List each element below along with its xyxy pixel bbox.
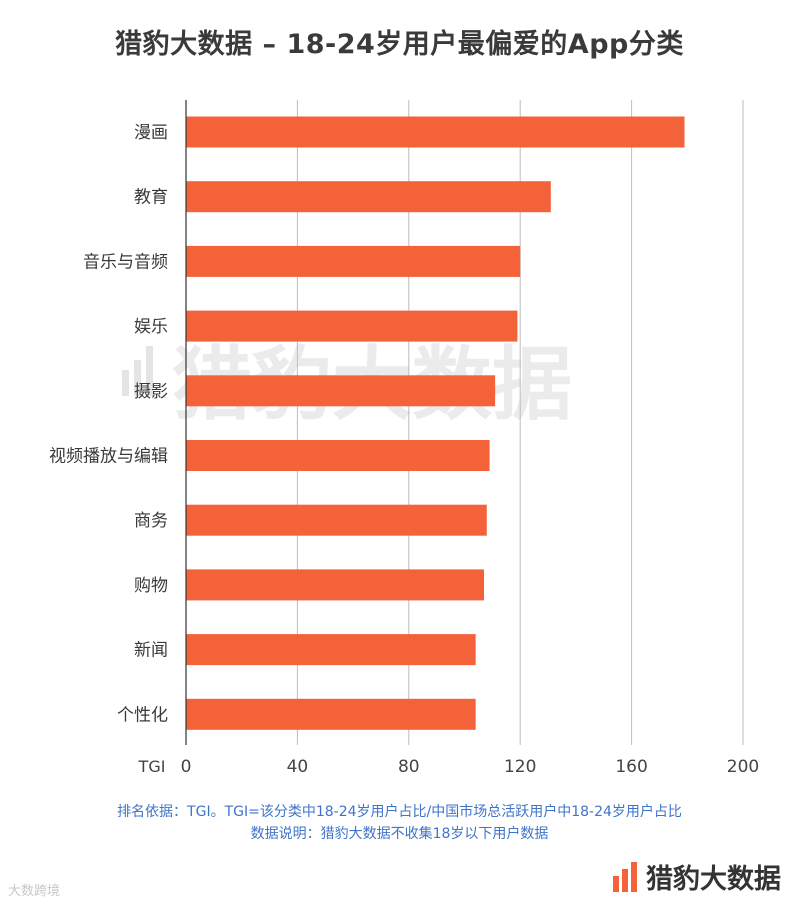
footnote-ranking-basis: 排名依据：TGI。TGI=该分类中18-24岁用户占比/中国市场总活跃用户中18… <box>117 804 682 820</box>
bar <box>186 698 476 730</box>
category-label: 商务 <box>134 511 168 531</box>
tick-labels: 0 40 80 120 160 200 <box>181 757 760 777</box>
category-label: 新闻 <box>134 641 168 661</box>
brand-logo: 猎豹大数据 <box>612 857 781 896</box>
bar <box>186 375 496 407</box>
tick-label: 160 <box>615 757 647 777</box>
tick-label: 80 <box>398 757 420 777</box>
bar <box>186 181 551 213</box>
category-label: 漫画 <box>134 123 168 143</box>
footnote-data-note: 数据说明：猎豹大数据不收集18岁以下用户数据 <box>250 826 549 842</box>
bar <box>186 569 484 601</box>
category-label: 娱乐 <box>134 317 168 337</box>
bar <box>186 440 490 471</box>
category-label: 个性化 <box>117 705 168 725</box>
bars <box>186 116 685 730</box>
chart-title: 猎豹大数据 – 18-24岁用户最偏爱的App分类 <box>115 29 684 60</box>
category-label: 音乐与音频 <box>83 252 168 272</box>
tick-label: 200 <box>727 757 759 777</box>
bar <box>186 504 487 536</box>
tick-label: 120 <box>504 757 536 777</box>
bar <box>186 116 685 148</box>
brand-name: 猎豹大数据 <box>646 864 781 895</box>
bar <box>186 310 518 342</box>
category-label: 摄影 <box>134 382 168 402</box>
bar <box>186 634 476 666</box>
bar <box>186 245 521 277</box>
cheetah-bars-icon <box>613 861 637 892</box>
tick-label: 0 <box>181 757 192 777</box>
category-label: 教育 <box>134 188 168 208</box>
x-axis-label: TGI <box>138 757 166 776</box>
watermark-bars-icon <box>122 346 153 396</box>
category-label: 视频播放与编辑 <box>49 447 168 467</box>
corner-watermark: 大数跨境 <box>8 884 61 899</box>
tick-label: 40 <box>287 757 309 777</box>
category-label: 购物 <box>134 576 168 596</box>
